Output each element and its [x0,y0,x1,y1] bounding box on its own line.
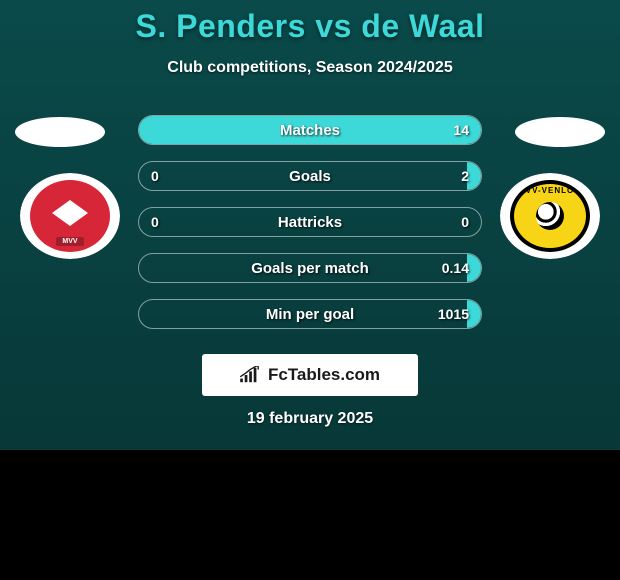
page-title: S. Penders vs de Waal [0,8,620,45]
stat-value-left: 0 [151,214,159,230]
club-name-left: MVV [56,237,83,246]
stat-row: Goals per match 0.14 [138,253,482,283]
stat-fill-right [467,300,481,328]
stat-row: 0 Goals 2 [138,161,482,191]
stats-table: Matches 14 0 Goals 2 0 Hattricks 0 Goals per mat… [138,115,482,345]
club-badge-right: VV-VENLO [500,173,600,259]
stat-value-right: 14 [453,122,469,138]
stat-value-right: 2 [461,168,469,184]
star-icon [52,200,88,213]
stat-label: Hattricks [278,214,342,231]
stat-label: Matches [280,122,340,139]
player-photo-left-placeholder [15,117,105,147]
bar-chart-icon [240,366,262,384]
stat-label: Goals [289,168,331,185]
stat-value-right: 0.14 [442,260,469,276]
branding-text: FcTables.com [268,365,380,385]
stat-value-right: 0 [461,214,469,230]
stat-fill-right [467,162,481,190]
stat-value-left: 0 [151,168,159,184]
club-badge-left: MVV [20,173,120,259]
infographic-container: S. Penders vs de Waal Club competitions,… [0,0,620,450]
stat-row: Min per goal 1015 [138,299,482,329]
footer-date: 19 february 2025 [0,410,620,428]
stat-label: Min per goal [266,306,354,323]
player-photo-right-placeholder [515,117,605,147]
comparison-area: MVV VV-VENLO Matches140Goals20Hattricks0… [0,115,620,325]
stat-value-right: 1015 [438,306,469,322]
stat-row: Matches 14 [138,115,482,145]
stat-row: 0 Hattricks 0 [138,207,482,237]
football-icon [536,202,564,230]
stat-fill-right [467,254,481,282]
stat-label: Goals per match [251,260,369,277]
branding-badge: FcTables.com [202,354,418,396]
page-subtitle: Club competitions, Season 2024/2025 [0,59,620,77]
club-name-right: VV-VENLO [526,186,574,195]
